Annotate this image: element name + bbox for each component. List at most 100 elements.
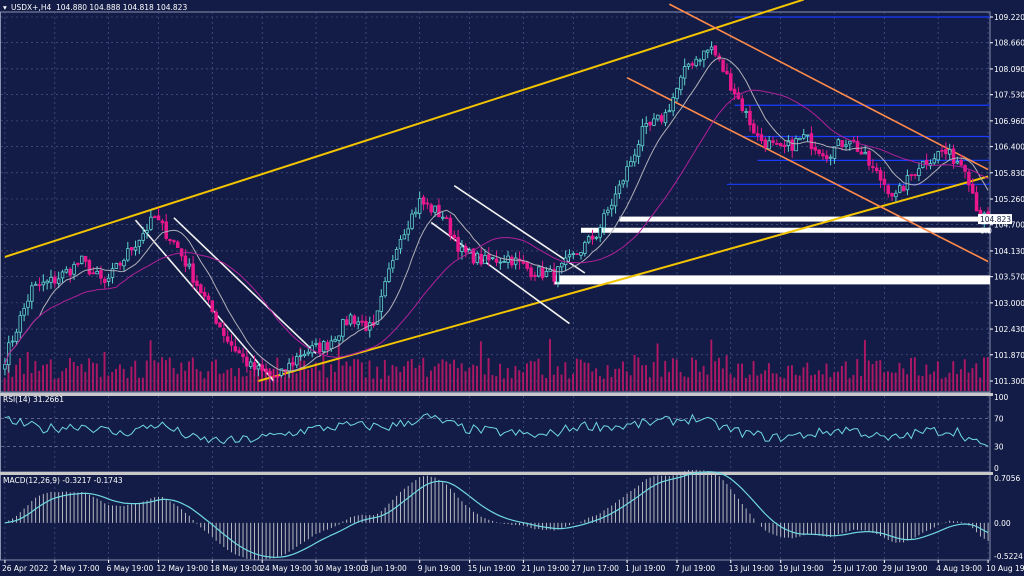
volume-bar: [88, 358, 91, 391]
volume-bar: [226, 369, 229, 391]
volume-bar: [45, 364, 48, 391]
volume-bar: [910, 357, 912, 391]
volume-bar: [157, 362, 160, 391]
time-tick-label: 21 Jun 19:00: [521, 564, 569, 573]
candle-body: [656, 114, 660, 120]
volume-bar: [30, 373, 33, 391]
candle-body: [863, 152, 867, 155]
candle-body: [421, 196, 426, 205]
volume-bar: [979, 377, 982, 391]
candle-body: [606, 209, 610, 214]
candle-body: [272, 375, 276, 378]
candle-body: [118, 262, 122, 266]
volume-bar: [380, 378, 382, 391]
candle-body: [360, 320, 364, 323]
price-levels[interactable]: 0.0: [554, 16, 992, 285]
volume-bar: [637, 357, 640, 391]
volume-bar: [952, 361, 955, 391]
candle-body: [709, 46, 714, 51]
time-tick-label: 18 May 19:00: [210, 564, 262, 573]
volume-bar: [894, 372, 897, 391]
volume-bar: [698, 371, 701, 391]
volume-bar: [372, 378, 375, 391]
volume-bar: [211, 361, 213, 391]
volume-bar: [130, 366, 133, 391]
candle-body: [22, 307, 26, 316]
candle-body: [41, 281, 46, 286]
candle-body: [210, 300, 215, 313]
volume-bar: [479, 341, 482, 391]
candle-body: [275, 375, 280, 378]
rsi-label: RSI(14) 31.2661: [3, 395, 64, 404]
volume-bar: [641, 365, 644, 391]
candle-body: [149, 216, 153, 230]
candle-body: [544, 270, 549, 277]
candle-body: [214, 311, 218, 324]
candle-body: [440, 216, 445, 219]
candle-body: [160, 220, 165, 224]
volume-bar: [445, 361, 448, 391]
volume-bar: [802, 367, 805, 391]
candle-body: [621, 180, 625, 185]
candle-body: [682, 66, 687, 79]
candle-body: [663, 112, 668, 124]
volume-bar: [199, 371, 202, 391]
candle-body: [10, 340, 15, 343]
candle-body: [199, 284, 203, 294]
trend-lines[interactable]: [4, 0, 989, 382]
candle-body: [805, 134, 810, 137]
volume-bar: [629, 375, 632, 391]
candle-body: [237, 350, 241, 354]
volume-bar: [760, 373, 763, 391]
candle-body: [636, 144, 641, 157]
time-tick-label: 2 May 17:00: [53, 564, 100, 573]
volume-bar: [783, 378, 786, 391]
volume-bar: [134, 360, 137, 391]
candle-body: [913, 174, 917, 176]
price-axis: 109.220 108.660 108.090 107.530 106.960 106.4…: [978, 13, 1024, 386]
volume-bar: [349, 366, 352, 391]
volume-bar: [161, 357, 164, 391]
volume-bar: [913, 357, 916, 391]
candle-body: [533, 274, 537, 277]
volume-bar: [867, 360, 870, 391]
volume-bar: [664, 360, 667, 391]
candle-body: [502, 261, 506, 263]
candle-body: [172, 240, 176, 243]
candle-body: [794, 138, 798, 152]
volume-bar: [295, 373, 298, 391]
candle-body: [103, 278, 107, 284]
volume-bar: [860, 375, 863, 391]
volume-bar: [368, 360, 371, 391]
volume-bars: [3, 339, 989, 391]
volume-bar: [633, 354, 636, 391]
candle-body: [586, 236, 591, 243]
candle-body: [882, 178, 887, 185]
volume-bar: [718, 357, 720, 391]
support-zone-line: [554, 275, 990, 285]
price-tick-label: 103.000: [994, 299, 1024, 308]
volume-bar: [191, 357, 194, 391]
volume-bar: [902, 368, 905, 391]
candle-body: [133, 246, 138, 251]
candle-body: [302, 353, 307, 357]
symbol-dropdown-icon[interactable]: ▾: [3, 3, 7, 12]
volume-bar: [675, 359, 678, 391]
candle-body: [947, 149, 952, 155]
volume-bar: [49, 359, 52, 391]
candle-body: [448, 217, 453, 236]
panel-separator: [0, 472, 993, 475]
volume-bar: [610, 376, 613, 391]
price-tick-label: 102.430: [994, 325, 1024, 334]
volume-bar: [967, 372, 970, 391]
main-panel-frame: [0, 11, 991, 393]
candle-body: [871, 166, 875, 168]
volume-bar: [437, 363, 440, 391]
volume-bar: [280, 370, 283, 391]
candle-body: [970, 183, 975, 194]
candle-body: [268, 371, 272, 376]
volume-bar: [825, 363, 828, 391]
volume-bar: [840, 366, 843, 391]
candle-body: [529, 267, 533, 278]
